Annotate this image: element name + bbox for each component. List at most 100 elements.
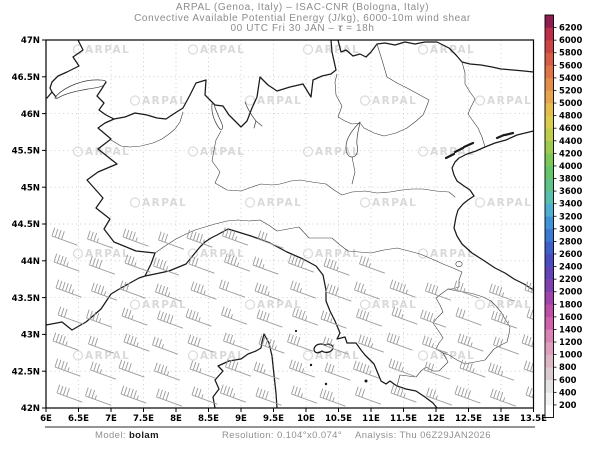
wind-barb [56, 384, 83, 403]
watermark-text: ARPAL [487, 299, 532, 311]
watermark-text: ARPAL [372, 95, 417, 107]
wind-barb [253, 361, 280, 380]
arpal-watermark: ARPAL [302, 248, 360, 260]
wind-barb [323, 257, 350, 276]
arpal-watermark: ARPAL [187, 44, 244, 56]
wind-barb [85, 387, 112, 406]
colorbar-label: 2200 [559, 274, 582, 284]
national-borders [46, 40, 534, 408]
wind-barb [51, 227, 78, 246]
border-tuscany-lazio [396, 352, 449, 387]
watermark-logo-icon [72, 146, 84, 157]
wind-barb [526, 308, 534, 320]
wind-barb [57, 306, 84, 325]
colorbar-label: 1000 [559, 350, 582, 360]
colorbar-outline [544, 14, 554, 418]
wind-barb [490, 388, 517, 407]
colorbar-label: 5600 [559, 60, 582, 70]
arpal-watermark: ARPAL [359, 95, 417, 107]
watermark-logo-icon [359, 95, 371, 106]
colorbar-label: 400 [559, 387, 577, 397]
arpal-watermark: ARPAL [359, 299, 416, 311]
watermark-logo-icon [474, 197, 486, 208]
wind-barb [386, 332, 413, 351]
lat-tick-label: 44.5N [12, 220, 40, 230]
wind-barb [54, 358, 81, 377]
wind-barb [359, 255, 386, 274]
colorbar-label: 1800 [559, 299, 582, 309]
model-info: Model: bolam [95, 430, 159, 441]
arpal-watermark: ARPAL [244, 299, 301, 311]
colorbar-label: 3000 [559, 224, 582, 234]
wind-barb [493, 336, 520, 355]
border-po-valley [240, 179, 456, 198]
wind-barb [389, 279, 416, 298]
colorbar-label: 5800 [559, 48, 582, 58]
wind-barb [89, 256, 116, 275]
lat-tick-label: 45.5N [12, 147, 40, 157]
arpal-watermark: ARPAL [187, 350, 244, 362]
watermark-text: ARPAL [430, 350, 475, 362]
watermark-logo-icon [187, 146, 199, 157]
wind-barb [258, 335, 285, 354]
watermark-logo-icon [417, 350, 429, 361]
wind-barb [118, 359, 145, 378]
arpal-watermark: ARPAL [244, 95, 301, 107]
watermark-logo-icon [129, 299, 141, 310]
lat-tick-label: 43N [21, 331, 40, 341]
wind-barb [223, 332, 250, 351]
watermark-text: ARPAL [200, 248, 245, 260]
colorbar-label: 4600 [559, 123, 582, 133]
model-label: Model: [95, 430, 129, 441]
lake-como [244, 101, 263, 129]
arpal-watermark: ARPAL [417, 44, 474, 56]
wind-barb [358, 334, 385, 353]
watermark-text: ARPAL [142, 299, 187, 311]
colorbar-label: 1600 [559, 312, 582, 322]
wind-barb [454, 385, 481, 404]
colorbar-segment [545, 379, 554, 393]
wind-barb [121, 307, 148, 326]
wind-barb [220, 384, 247, 403]
colorbar-segment [545, 77, 554, 91]
wind-barb [190, 281, 217, 300]
wind-barb [124, 254, 151, 273]
wind-barb [287, 333, 314, 352]
venice-lagoon-barrier [444, 131, 515, 160]
wind-barb [153, 257, 180, 276]
analysis-info: Analysis: Thu 06Z29JAN2026 [355, 430, 491, 441]
colorbar-label: 4400 [559, 136, 582, 146]
wind-barb [320, 310, 347, 329]
coastline-ligurian-tyrrhenian [46, 228, 438, 408]
lon-tick-label: 7.5E [133, 414, 154, 424]
geography-layer [46, 40, 534, 408]
watermark-text: ARPAL [85, 44, 130, 56]
colorbar-segment [545, 316, 554, 330]
watermark-logo-icon [187, 44, 199, 55]
lon-tick-label: 12.5E [455, 414, 482, 424]
resolution-info: Resolution: 0.104°x0.074° [222, 430, 342, 441]
lake-geneva [54, 79, 107, 99]
watermark-logo-icon [302, 146, 314, 157]
colorbar-label: 5000 [559, 98, 582, 108]
validity-suffix: = 18h [342, 23, 375, 34]
colorbar-segment [545, 291, 554, 305]
regional-borders [110, 43, 511, 387]
watermark-logo-icon [72, 248, 84, 259]
wind-barb [524, 281, 534, 294]
lon-tick-label: 9E [235, 414, 247, 424]
colorbar-segment [545, 279, 554, 293]
colorbar-segment [545, 392, 554, 406]
colorbar-segment [545, 165, 554, 179]
colorbar-label: 5200 [559, 85, 582, 95]
wind-barb [255, 387, 282, 406]
wind-barb [355, 386, 382, 405]
wind-barb [356, 308, 383, 327]
wind-barb [221, 306, 248, 325]
arpal-watermark: ARPAL [72, 248, 129, 260]
wind-barb [256, 309, 283, 328]
border-friuli [461, 61, 486, 148]
colorbar-label: 4800 [559, 111, 582, 121]
watermark-text: ARPAL [315, 248, 360, 260]
wind-barb [252, 256, 279, 275]
